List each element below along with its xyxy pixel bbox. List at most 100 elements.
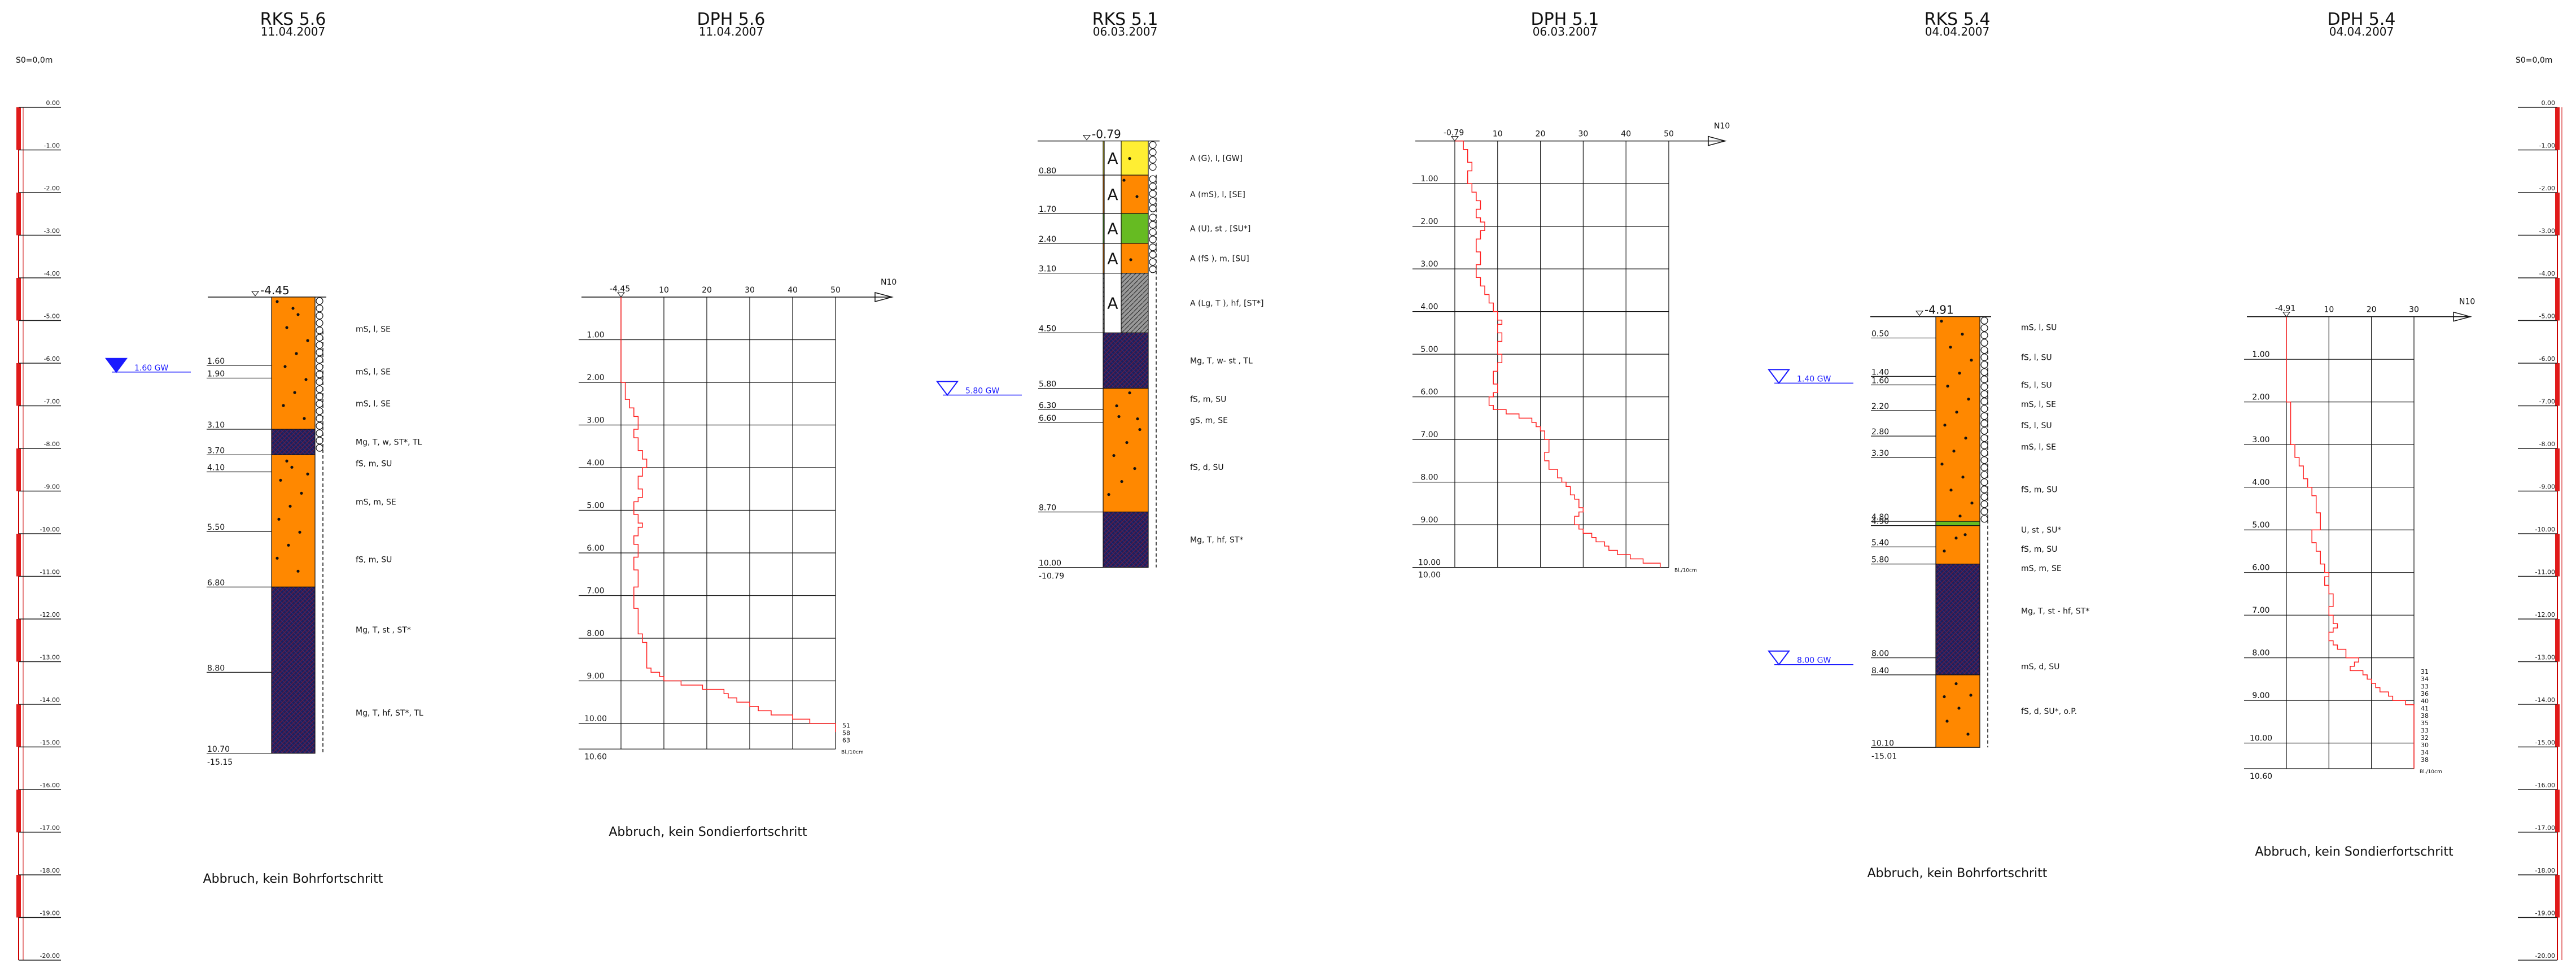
layer-description: Mg, T, st , ST* [356, 626, 411, 635]
profile-footer-note: Abbruch, kein Bohrfortschritt [203, 872, 383, 886]
probe-depth-label: 7.00 [2252, 606, 2269, 615]
depth-label: 0.50 [1871, 329, 1889, 338]
gravel-symbol [1149, 228, 1157, 236]
profile-date: 06.03.2007 [1093, 25, 1158, 38]
groundwater-label: 1.40 GW [1797, 374, 1831, 383]
profile-title: RKS 5.4 [1925, 10, 1991, 29]
scale-tick-label: -3.00 [2539, 228, 2555, 235]
groundwater-icon [936, 381, 959, 396]
depth-label: 1.40 [1871, 368, 1889, 377]
probe-top-elevation: -4.91 [2275, 304, 2295, 313]
probe-depth-label: 4.00 [587, 459, 604, 468]
overflow-blow-count: 33 [2421, 727, 2429, 734]
profile-date: 04.04.2007 [1925, 25, 1990, 38]
gravel-symbol [316, 422, 323, 430]
probe-depth-label: 2.00 [1420, 217, 1438, 226]
profile-dph-5-4: DPH 5.4 04.04.2007 Abbruch, kein Sondier… [2244, 10, 2475, 859]
soil-grain-dot [283, 365, 287, 368]
soil-grain-dot [1949, 346, 1952, 349]
scale-tick-label: -20.00 [2535, 952, 2555, 960]
scale-tick-label: -6.00 [2539, 355, 2555, 363]
gravel-symbol [1149, 141, 1157, 149]
soil-grain-dot [1136, 417, 1139, 421]
soil-grain-dot [275, 556, 279, 560]
layer-description: A (Lg, T ), hf, [ST*] [1190, 299, 1264, 308]
scale-segment [2555, 448, 2560, 491]
overflow-blow-count: 38 [2421, 756, 2429, 764]
layer-description: mS, l, SE [356, 400, 391, 409]
layer-description: A (G), l, [GW] [1190, 154, 1243, 163]
probe-end-label: 10.60 [584, 752, 607, 761]
depth-label: 1.60 [207, 357, 225, 366]
soil-layer [1103, 387, 1149, 513]
gravel-symbol [1149, 221, 1157, 229]
depth-label: 4.80 [1871, 513, 1889, 522]
gravel-symbol [1149, 265, 1157, 273]
overflow-blow-count: 38 [2421, 712, 2429, 720]
gravel-symbol [1149, 190, 1157, 198]
scale-tick-label: -12.00 [2535, 611, 2555, 618]
soil-grain-dot [1961, 476, 1965, 479]
scale-tick-label: -1.00 [2539, 142, 2555, 150]
depth-label: 8.70 [1039, 503, 1056, 512]
probe-unit-label: Bl./10cm [1674, 568, 1697, 574]
gravel-symbol [1980, 442, 1988, 450]
probe-axis-arrow-icon [2453, 311, 2472, 322]
gravel-symbol [316, 334, 323, 342]
gravel-symbol [316, 304, 323, 312]
gravel-symbol [1980, 354, 1988, 361]
probe-depth-label: 4.00 [1420, 303, 1438, 312]
fill-column-letter: A [1107, 249, 1118, 268]
depth-label: 2.80 [1871, 428, 1889, 437]
gravel-symbol [1980, 368, 1988, 376]
gravel-symbol [316, 326, 323, 334]
gravel-symbol [316, 444, 323, 452]
probe-unit-label: Bl./10cm [841, 749, 864, 755]
gravel-symbol [316, 385, 323, 393]
probe-depth-label: 2.00 [587, 373, 604, 382]
scale-segment [2555, 619, 2560, 662]
soil-grain-dot [291, 307, 295, 310]
soil-grain-dot [296, 313, 300, 316]
soil-grain-dot [1954, 537, 1958, 540]
scale-segment [16, 534, 21, 577]
soil-layer [1935, 521, 1980, 526]
scale-tick-label: -19.00 [2535, 910, 2555, 917]
soil-grain-dot [288, 504, 292, 508]
soil-grain-dot [285, 326, 288, 329]
soil-layer [271, 297, 316, 430]
gravel-symbol [316, 356, 323, 364]
soil-grain-dot [1946, 385, 1949, 388]
soil-grain-dot [1138, 428, 1142, 431]
depth-label: 2.40 [1039, 235, 1056, 244]
gravel-symbol [316, 407, 323, 415]
probe-axis-tick-label: 30 [1578, 130, 1588, 139]
soil-grain-dot [1964, 437, 1967, 440]
gravel-symbol [316, 378, 323, 386]
gravel-symbol [1980, 508, 1988, 516]
fill-column-letter: A [1107, 219, 1118, 238]
probe-depth-label: 8.00 [1420, 473, 1438, 482]
depth-label: 10.00 [1039, 559, 1061, 568]
scale-tick-label: -9.00 [2539, 483, 2555, 491]
gravel-symbol [1980, 500, 1988, 508]
layer-description: Mg, T, hf, ST* [1190, 536, 1243, 545]
probe-depth-label: 1.00 [587, 330, 604, 339]
probe-depth-label: 9.00 [2252, 691, 2269, 700]
scale-tick-label: 0.00 [2542, 99, 2556, 107]
soil-layer [271, 454, 316, 587]
groundwater-icon [105, 358, 128, 373]
gravel-symbol [1149, 213, 1157, 221]
gravel-symbol [1980, 515, 1988, 523]
surface-marker-icon [2282, 312, 2290, 317]
gravel-symbol [1980, 339, 1988, 347]
scale-segment [2555, 704, 2560, 747]
gravel-symbol [316, 415, 323, 422]
depth-label: 4.10 [207, 464, 225, 473]
profile-title: RKS 5.6 [260, 10, 326, 29]
groundwater-icon [1768, 369, 1790, 385]
probe-axis-tick-label: 20 [2367, 306, 2377, 315]
scale-segment [16, 107, 21, 150]
depth-label: 3.10 [207, 421, 225, 430]
